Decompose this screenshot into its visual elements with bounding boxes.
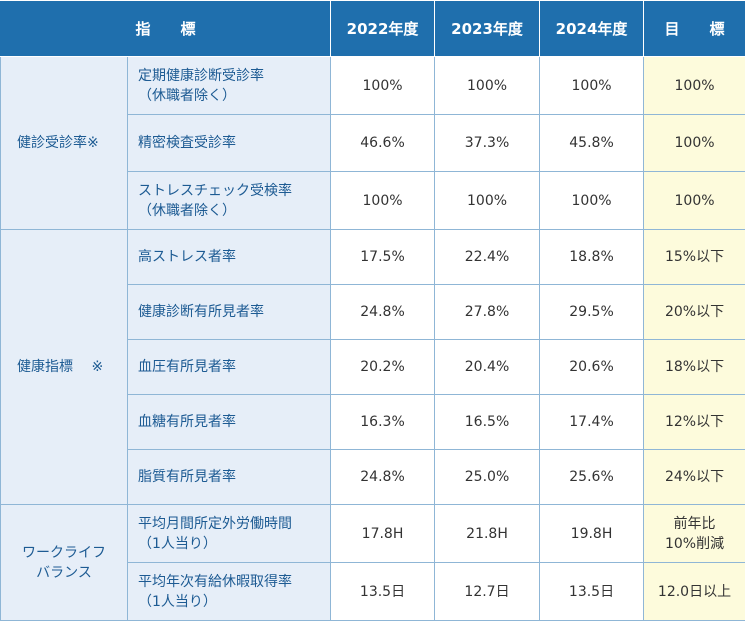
value-2024: 45.8% [539, 114, 645, 172]
header-2023: 2023年度 [434, 0, 541, 57]
value-2023: 22.4% [434, 229, 541, 285]
table-row: 平均年次有給休暇取得率 （1人当り） 13.5日 12.7日 13.5日 12.… [1, 562, 745, 621]
target-value: 12%以下 [643, 394, 745, 450]
category-checkup-rate: 健診受診率※ [0, 56, 128, 230]
value-2022: 17.8H [330, 504, 436, 563]
target-value: 100% [643, 171, 745, 230]
indicator-label: 平均年次有給休暇取得率 （1人当り） [126, 562, 332, 621]
value-2022: 100% [330, 171, 436, 230]
target-value: 24%以下 [643, 449, 745, 505]
value-2024: 18.8% [539, 229, 645, 285]
header-2024: 2024年度 [539, 0, 645, 57]
value-2022: 24.8% [330, 449, 436, 505]
value-2022: 46.6% [330, 114, 436, 172]
indicator-label: 脂質有所見者率 [126, 449, 332, 505]
value-2023: 12.7日 [434, 562, 541, 621]
target-value: 18%以下 [643, 339, 745, 395]
table-row: 血圧有所見者率 20.2% 20.4% 20.6% 18%以下 [1, 339, 745, 395]
value-2023: 37.3% [434, 114, 541, 172]
header-indicator: 指 標 [0, 0, 332, 57]
table-row: ワークライフ バランス 平均月間所定外労働時間 （1人当り） 17.8H 21.… [0, 504, 745, 621]
value-2023: 20.4% [434, 339, 541, 395]
category-work-life-balance: ワークライフ バランス [0, 504, 128, 621]
table-row: 健康指標 ※ 高ストレス者率 17.5% 22.4% 18.8% 15%以下 [0, 229, 745, 505]
value-2023: 25.0% [434, 449, 541, 505]
value-2023: 21.8H [434, 504, 541, 563]
indicator-label: 血圧有所見者率 [126, 339, 332, 395]
target-value: 100% [643, 56, 745, 115]
target-value: 15%以下 [643, 229, 745, 285]
value-2023: 100% [434, 56, 541, 115]
value-2024: 13.5日 [539, 562, 645, 621]
table-row: 血糖有所見者率 16.3% 16.5% 17.4% 12%以下 [1, 394, 745, 450]
value-2023: 27.8% [434, 284, 541, 340]
target-value: 100% [643, 114, 745, 172]
indicator-label: 精密検査受診率 [126, 114, 332, 172]
value-2023: 100% [434, 171, 541, 230]
indicator-label: 平均月間所定外労働時間 （1人当り） [126, 504, 332, 563]
indicator-label: 健康診断有所見者率 [126, 284, 332, 340]
table-row: 健康診断有所見者率 24.8% 27.8% 29.5% 20%以下 [1, 284, 745, 340]
table-row: 健診受診率※ 定期健康診断受診率 （休職者除く） 100% 100% 100% … [0, 56, 745, 230]
value-2022: 100% [330, 56, 436, 115]
indicator-label: 定期健康診断受診率 （休職者除く） [126, 56, 332, 115]
target-value: 12.0日以上 [643, 562, 745, 621]
value-2022: 13.5日 [330, 562, 436, 621]
value-2024: 100% [539, 171, 645, 230]
value-2022: 17.5% [330, 229, 436, 285]
value-2022: 16.3% [330, 394, 436, 450]
value-2022: 24.8% [330, 284, 436, 340]
table-row: 精密検査受診率 46.6% 37.3% 45.8% 100% [1, 114, 745, 172]
value-2024: 100% [539, 56, 645, 115]
value-2024: 17.4% [539, 394, 645, 450]
indicator-label: 高ストレス者率 [126, 229, 332, 285]
table-row: ストレスチェック受検率 （休職者除く） 100% 100% 100% 100% [1, 171, 745, 230]
header-2022: 2022年度 [330, 0, 436, 57]
header-row: 指 標 2022年度 2023年度 2024年度 目 標 [0, 0, 745, 57]
header-target: 目 標 [643, 0, 745, 57]
value-2024: 29.5% [539, 284, 645, 340]
target-value: 20%以下 [643, 284, 745, 340]
target-value: 前年比 10%削減 [643, 504, 745, 563]
value-2023: 16.5% [434, 394, 541, 450]
indicator-label: 血糖有所見者率 [126, 394, 332, 450]
value-2024: 20.6% [539, 339, 645, 395]
indicator-label: ストレスチェック受検率 （休職者除く） [126, 171, 332, 230]
category-health-indicators: 健康指標 ※ [0, 229, 128, 505]
table-row: 脂質有所見者率 24.8% 25.0% 25.6% 24%以下 [1, 449, 745, 505]
value-2024: 19.8H [539, 504, 645, 563]
value-2022: 20.2% [330, 339, 436, 395]
value-2024: 25.6% [539, 449, 645, 505]
